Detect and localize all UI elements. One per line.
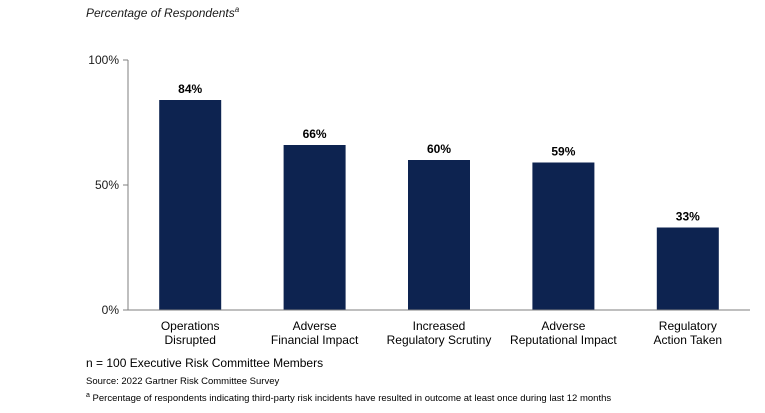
category-label: Adverse bbox=[293, 319, 337, 333]
category-label: Financial Impact bbox=[271, 333, 359, 347]
category-label: Action Taken bbox=[654, 333, 723, 347]
bar-data-label: 66% bbox=[303, 127, 327, 141]
bar bbox=[159, 100, 222, 310]
bar bbox=[408, 160, 470, 310]
category-label: Regulatory bbox=[659, 319, 717, 333]
y-tick-label: 0% bbox=[102, 303, 120, 317]
source-note: Source: 2022 Gartner Risk Committee Surv… bbox=[86, 376, 280, 387]
category-label: Operations bbox=[161, 319, 220, 333]
category-label: Regulatory Scrutiny bbox=[387, 333, 492, 347]
category-label: Adverse bbox=[541, 319, 585, 333]
footnote: a Percentage of respondents indicating t… bbox=[86, 392, 611, 404]
bar-data-label: 59% bbox=[551, 145, 575, 159]
bar-data-label: 33% bbox=[676, 210, 700, 224]
subtitle-text: Percentage of Respondents bbox=[86, 6, 235, 20]
category-label: Reputational Impact bbox=[510, 333, 617, 347]
bar-data-label: 84% bbox=[178, 82, 202, 96]
bar-data-label: 60% bbox=[427, 142, 451, 156]
footnote-marker: a bbox=[86, 392, 90, 399]
bars: 84%OperationsDisrupted66%AdverseFinancia… bbox=[159, 82, 722, 347]
bar bbox=[283, 145, 346, 310]
bar bbox=[532, 162, 595, 310]
footnote-text: Percentage of respondents indicating thi… bbox=[89, 393, 612, 405]
category-label: Disrupted bbox=[165, 333, 216, 347]
y-tick-label: 100% bbox=[88, 53, 119, 67]
y-axis-ticks: 0% 50% 100% bbox=[88, 53, 128, 317]
y-tick-label: 50% bbox=[95, 178, 119, 192]
bar bbox=[656, 227, 719, 310]
category-label: Increased bbox=[413, 319, 466, 333]
sample-size-note: n = 100 Executive Risk Committee Members bbox=[86, 356, 324, 370]
subtitle-footnote-marker: a bbox=[234, 5, 240, 14]
chart-subtitle: Percentage of Respondentsa bbox=[86, 5, 239, 20]
